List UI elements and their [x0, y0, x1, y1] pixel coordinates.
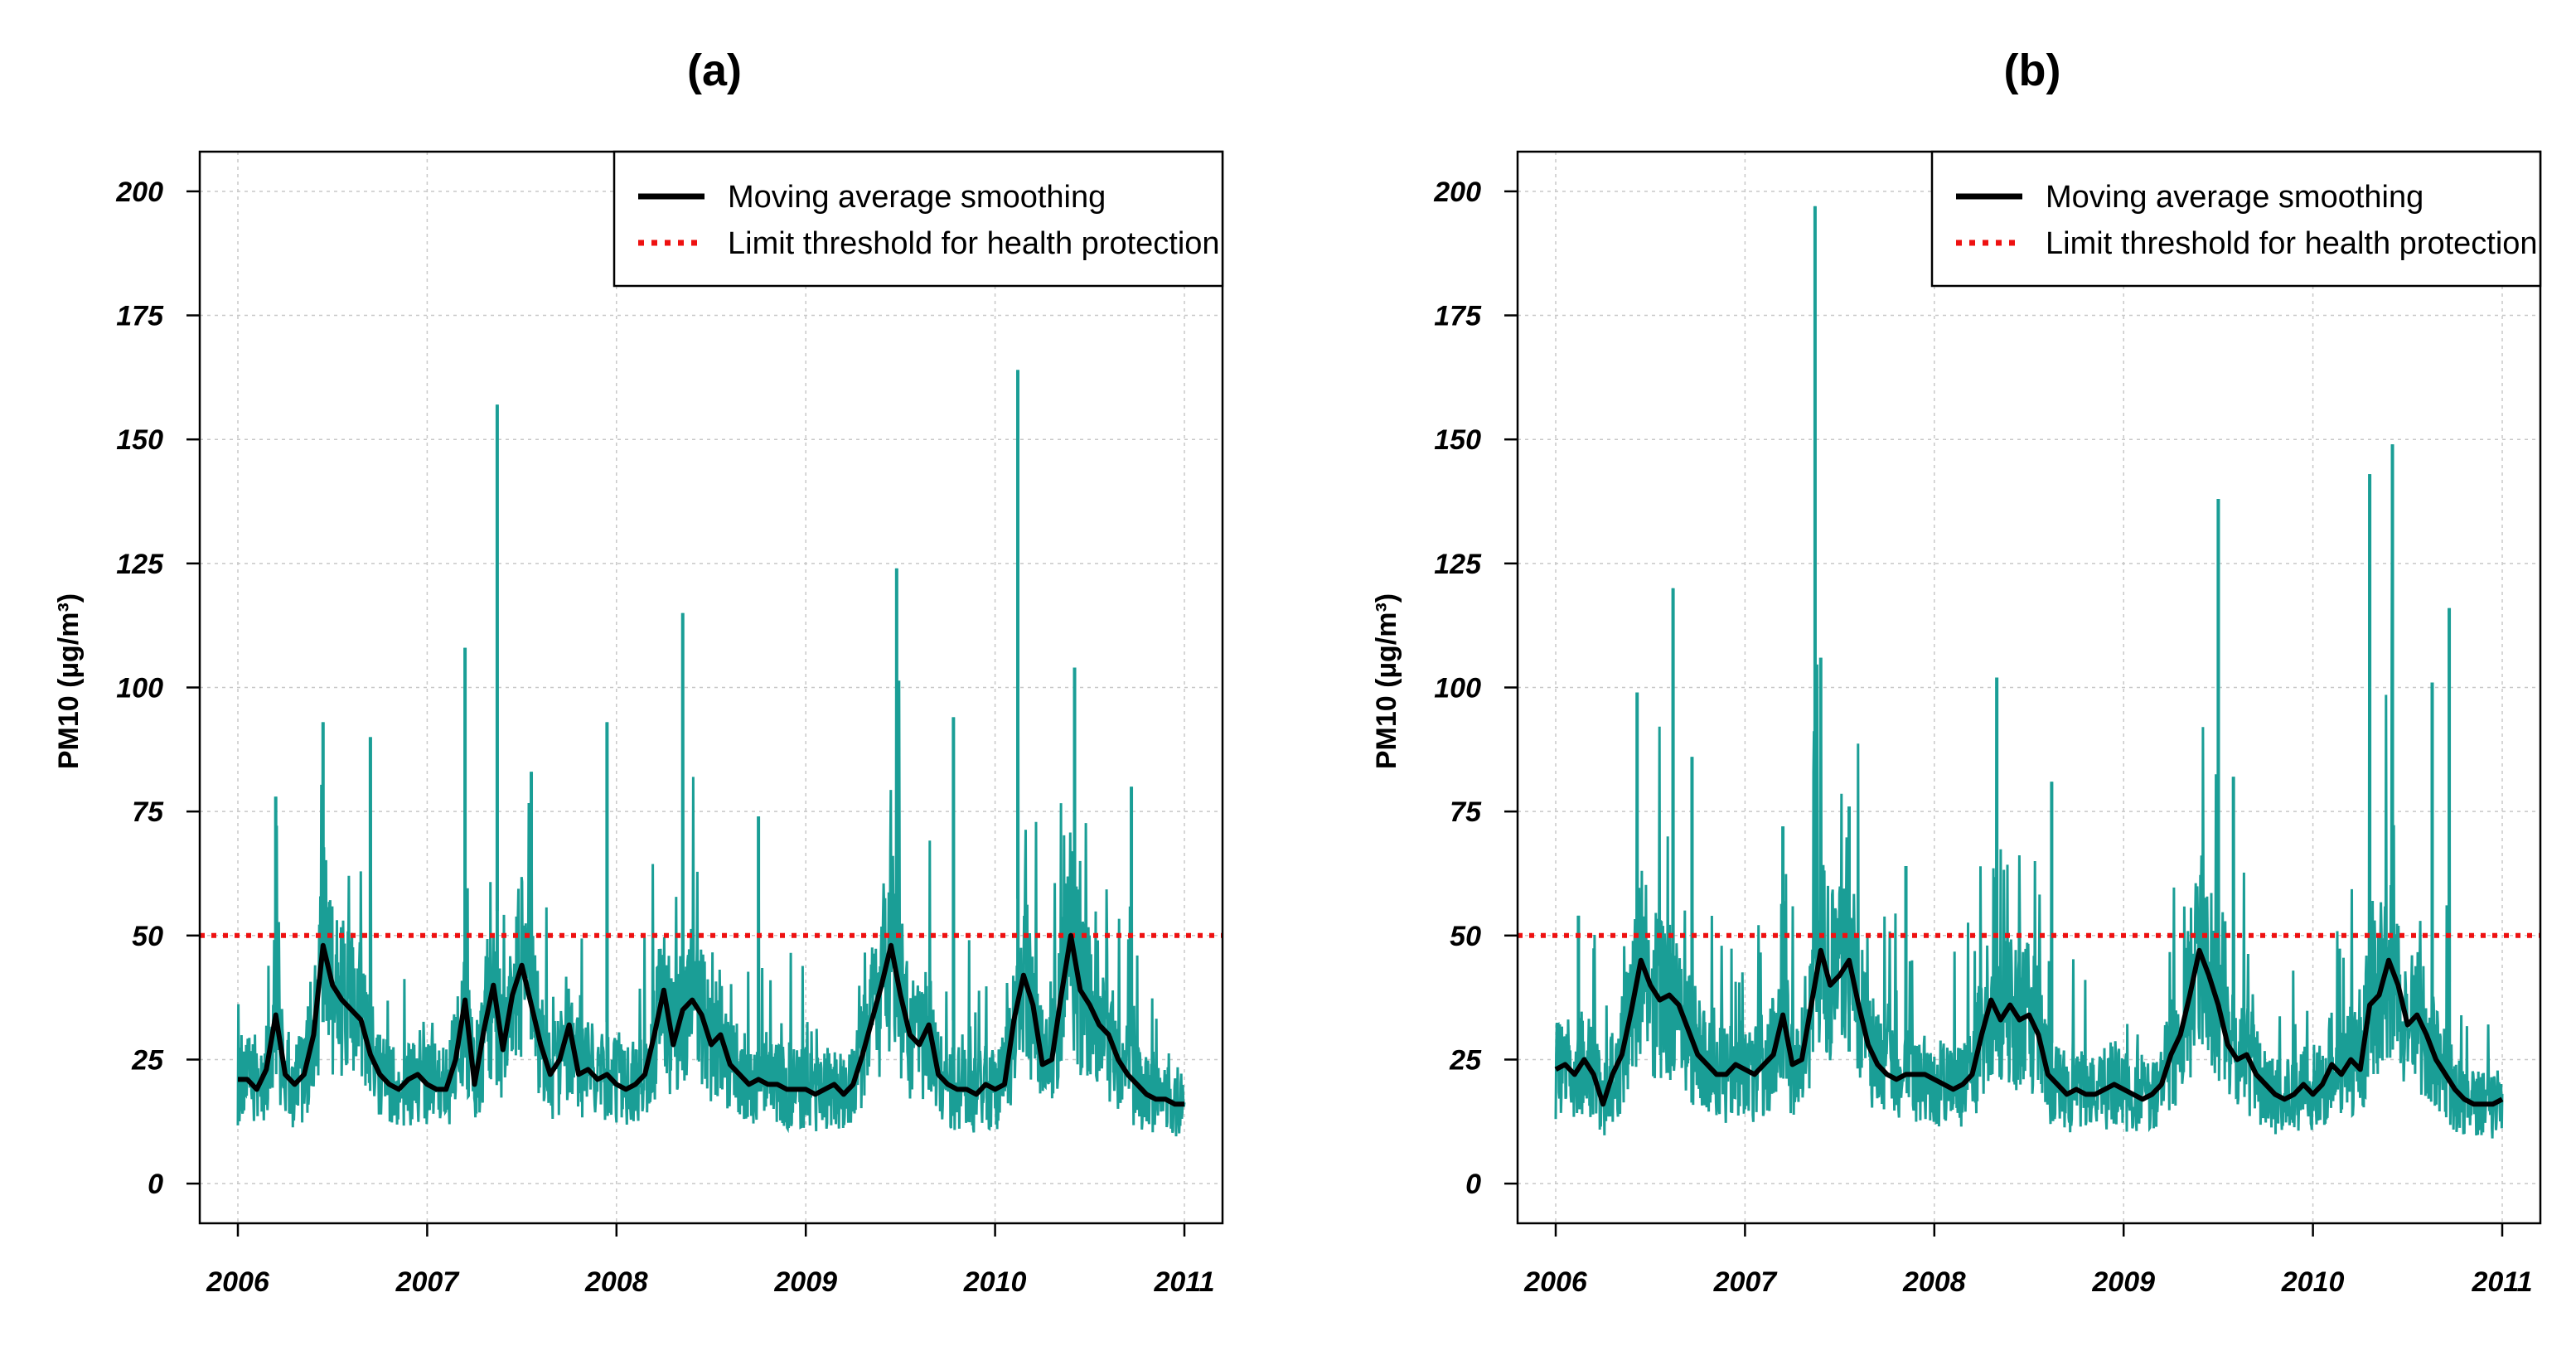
- x-tick-label: 2006: [1523, 1266, 1588, 1298]
- smooth-series: [1554, 947, 2504, 1107]
- y-tick-label: 125: [116, 549, 164, 580]
- y-tick-label: 125: [1434, 549, 1482, 580]
- smooth-series: [238, 932, 1184, 1107]
- x-tick-label: 2007: [395, 1266, 461, 1298]
- raw-daily-line: [1554, 206, 2504, 1139]
- chart-title: (a): [687, 46, 742, 95]
- moving-average-line: [238, 932, 1184, 1107]
- y-axis-label: PM10 (µg/m³): [53, 593, 85, 769]
- raw-series: [1554, 206, 2504, 1139]
- y-tick-label: 175: [1434, 301, 1482, 332]
- y-tick-label: 50: [132, 921, 163, 952]
- legend: Moving average smoothing Limit threshold…: [1930, 150, 2542, 288]
- x-axis: 2006 2007 2008 2009 2010 2011: [1523, 1223, 2533, 1298]
- y-tick-label: 50: [1450, 921, 1481, 952]
- raw-series: [236, 370, 1186, 1137]
- legend-label-smooth: Moving average smoothing: [728, 180, 1106, 215]
- y-tick-label: 200: [115, 177, 163, 208]
- legend-box: [613, 150, 1224, 288]
- x-tick-label: 2010: [963, 1266, 1027, 1298]
- y-tick-label: 150: [1434, 424, 1481, 456]
- legend-box: [1930, 150, 2542, 288]
- y-tick-label: 150: [116, 424, 163, 456]
- y-tick-label: 0: [1465, 1169, 1481, 1200]
- x-tick-label: 2010: [2281, 1266, 2345, 1298]
- x-tick-label: 2011: [1153, 1266, 1214, 1298]
- chart-title: (b): [2004, 46, 2061, 95]
- x-tick-label: 2008: [1902, 1266, 1966, 1298]
- x-tick-label: 2011: [2471, 1266, 2532, 1298]
- x-tick-label: 2007: [1713, 1266, 1779, 1298]
- legend: Moving average smoothing Limit threshold…: [613, 150, 1224, 288]
- raw-daily-line: [236, 370, 1186, 1137]
- x-tick-label: 2006: [206, 1266, 270, 1298]
- x-axis: 2006 2007 2008 2009 2010 2011: [206, 1223, 1215, 1298]
- y-tick-label: 200: [1433, 177, 1481, 208]
- y-tick-label: 100: [116, 673, 163, 704]
- y-tick-label: 25: [1449, 1044, 1482, 1076]
- legend-label-smooth: Moving average smoothing: [2046, 180, 2423, 215]
- y-tick-label: 175: [116, 301, 164, 332]
- y-tick-label: 25: [131, 1044, 164, 1076]
- y-axis: 0 25 50 75 100 125 150 175 200: [1433, 177, 1518, 1200]
- moving-average-line: [1554, 947, 2504, 1107]
- y-tick-label: 75: [1450, 796, 1482, 828]
- y-tick-label: 0: [148, 1169, 163, 1200]
- y-axis: 0 25 50 75 100 125 150 175 200: [115, 177, 200, 1200]
- legend-label-threshold: Limit threshold for health protection: [728, 226, 1220, 261]
- x-tick-label: 2009: [2091, 1266, 2155, 1298]
- x-tick-label: 2008: [584, 1266, 648, 1298]
- y-tick-label: 75: [132, 796, 164, 828]
- x-tick-label: 2009: [773, 1266, 837, 1298]
- y-axis-label: PM10 (µg/m³): [1371, 593, 1402, 769]
- legend-label-threshold: Limit threshold for health protection: [2046, 226, 2538, 261]
- y-tick-label: 100: [1434, 673, 1481, 704]
